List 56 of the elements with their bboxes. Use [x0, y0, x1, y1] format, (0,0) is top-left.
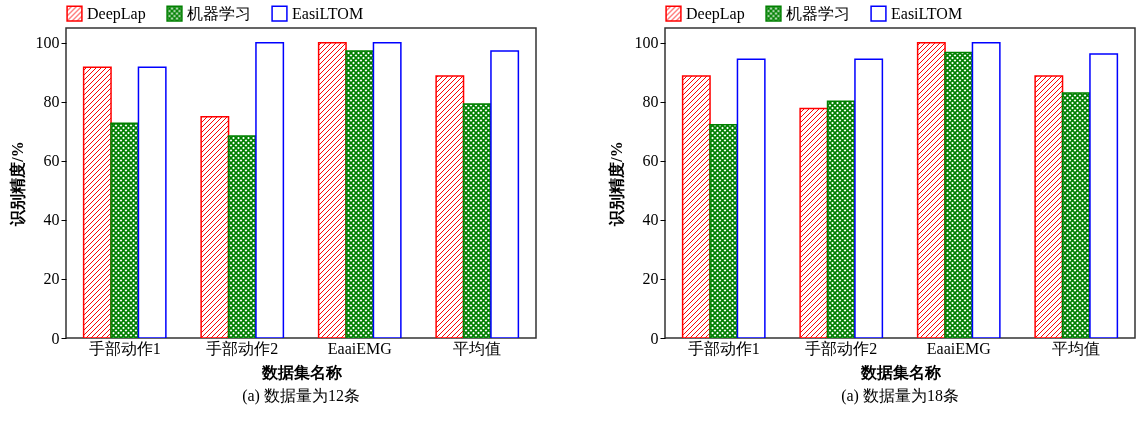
- bar: [462, 103, 492, 338]
- bar: [227, 135, 257, 338]
- bar: [200, 116, 230, 338]
- bar: [1034, 75, 1064, 338]
- legend-label: EasiLTOM: [292, 4, 364, 22]
- bar: [826, 100, 856, 338]
- x-tick-label: 手部动作1: [88, 339, 161, 357]
- bar: [854, 58, 884, 338]
- y-axis-title: 识别精度/%: [606, 141, 625, 227]
- x-tick-label: 手部动作1: [687, 339, 760, 357]
- bar: [372, 42, 402, 338]
- bar: [110, 122, 140, 338]
- bar: [709, 124, 739, 338]
- x-tick-label: EaaiEMG: [327, 339, 393, 357]
- y-tick-label: 80: [43, 93, 60, 111]
- y-tick-label: 80: [642, 93, 659, 111]
- x-tick-label: 手部动作2: [206, 339, 279, 357]
- legend-label: DeepLap: [686, 4, 745, 23]
- bar: [681, 75, 711, 338]
- y-tick-label: 0: [51, 329, 60, 347]
- y-tick-label: 20: [43, 270, 60, 288]
- y-tick-label: 20: [642, 270, 659, 288]
- x-tick-label: 手部动作2: [805, 339, 878, 357]
- bar: [799, 107, 829, 338]
- legend-label: DeepLap: [87, 4, 146, 23]
- bar: [1061, 92, 1091, 338]
- x-tick-label: 平均值: [1052, 339, 1101, 357]
- bar: [971, 42, 1001, 338]
- y-tick-label: 100: [35, 34, 60, 52]
- legend-label: EasiLTOM: [891, 4, 963, 22]
- y-axis-title: 识别精度/%: [7, 141, 26, 227]
- bar: [255, 42, 285, 338]
- y-tick-label: 40: [642, 211, 659, 229]
- bar: [490, 50, 520, 338]
- bar: [944, 51, 974, 338]
- bar: [345, 50, 375, 338]
- y-tick-label: 0: [650, 329, 659, 347]
- bar: [916, 42, 946, 338]
- text: (a) 数据量为18条: [841, 387, 959, 405]
- bar: [435, 75, 465, 338]
- bar: [137, 66, 167, 338]
- bar: [317, 42, 347, 338]
- x-axis-title: 数据集名称: [859, 363, 941, 381]
- legend-label: 机器学习: [187, 4, 251, 22]
- bar: [82, 66, 112, 338]
- bar: [736, 58, 766, 338]
- y-tick-label: 60: [642, 152, 659, 170]
- x-axis-title: 数据集名称: [260, 363, 342, 381]
- bar: [1089, 53, 1119, 338]
- y-tick-label: 60: [43, 152, 60, 170]
- x-tick-label: 平均值: [453, 339, 502, 357]
- y-tick-label: 40: [43, 211, 60, 229]
- text: (a) 数据量为12条: [242, 387, 360, 405]
- legend-label: 机器学习: [786, 4, 850, 22]
- x-tick-label: EaaiEMG: [926, 339, 992, 357]
- y-tick-label: 100: [634, 34, 659, 52]
